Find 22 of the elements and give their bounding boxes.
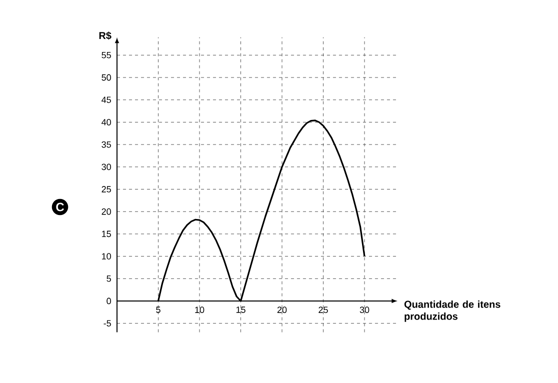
y-axis-title: R$ <box>99 32 112 40</box>
y-tick-label: 0 <box>106 298 111 304</box>
y-tick-label: 50 <box>102 74 111 81</box>
x-tick-label: 10 <box>195 306 204 314</box>
y-tick-label: 10 <box>102 253 111 260</box>
y-tick-label: 15 <box>102 230 111 238</box>
x-tick-label: 25 <box>318 306 328 314</box>
y-tick-label: -5 <box>104 320 111 326</box>
y-tick-label: 20 <box>102 208 111 215</box>
y-tick-label: 55 <box>102 52 111 58</box>
y-tick-label: 40 <box>102 119 111 126</box>
x-tick-label: 30 <box>360 306 370 314</box>
x-tick-label: 20 <box>277 306 287 314</box>
x-tick-label: 15 <box>236 306 246 313</box>
y-tick-label: 30 <box>102 164 111 170</box>
y-tick-label: 45 <box>102 96 111 103</box>
y-tick-label: 25 <box>102 186 111 192</box>
x-tick-label: 5 <box>156 306 160 313</box>
y-tick-label: 5 <box>106 275 111 282</box>
x-axis-title: Quantidade de itens produzidos <box>404 300 500 322</box>
y-tick-label: 35 <box>102 141 111 148</box>
text: C <box>56 202 64 212</box>
